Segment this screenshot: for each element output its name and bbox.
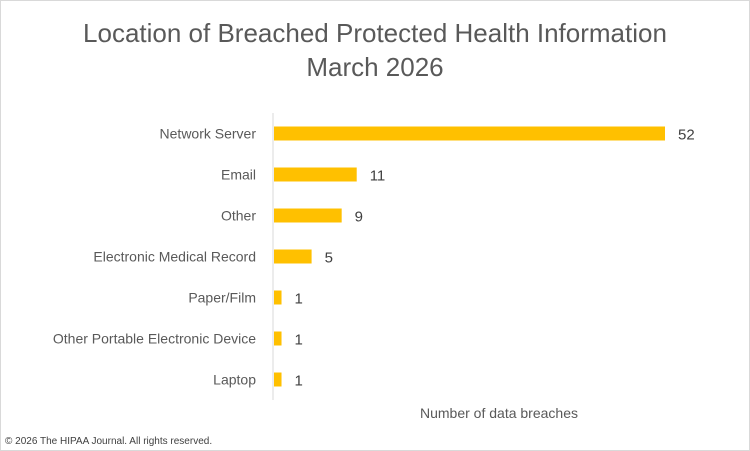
- bar: [274, 372, 282, 387]
- bar: [274, 331, 282, 346]
- category-label: Paper/Film: [188, 290, 256, 306]
- value-label: 1: [295, 332, 303, 349]
- value-label: 1: [295, 373, 303, 390]
- category-label: Email: [221, 167, 256, 183]
- chart-title-block: Location of Breached Protected Health In…: [0, 16, 750, 84]
- value-label: 5: [325, 250, 333, 267]
- bar: [274, 126, 665, 141]
- x-axis-label: Number of data breaches: [420, 405, 578, 421]
- category-label: Electronic Medical Record: [93, 249, 256, 265]
- value-label: 1: [295, 291, 303, 308]
- bar: [274, 208, 342, 223]
- category-label: Other Portable Electronic Device: [53, 331, 256, 347]
- category-labels: Network Server Email Other Electronic Medic…: [53, 126, 256, 388]
- value-label: 11: [370, 168, 386, 185]
- bar: [274, 249, 312, 264]
- value-label: 9: [355, 209, 363, 226]
- category-label: Network Server: [160, 126, 257, 142]
- bar: [274, 290, 282, 305]
- bar: [274, 167, 357, 182]
- category-label: Laptop: [213, 372, 256, 388]
- bars: [274, 126, 665, 387]
- chart-subtitle: March 2026: [306, 52, 444, 82]
- value-label: 52: [678, 127, 695, 144]
- category-label: Other: [221, 208, 256, 224]
- chart-title: Location of Breached Protected Health In…: [83, 18, 667, 48]
- copyright-notice: © 2026 The HIPAA Journal. All rights res…: [5, 436, 213, 447]
